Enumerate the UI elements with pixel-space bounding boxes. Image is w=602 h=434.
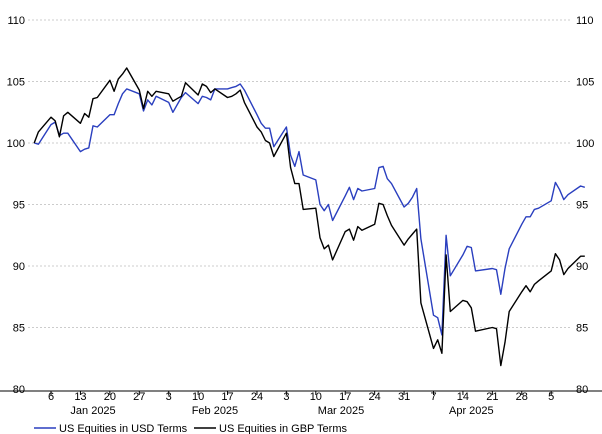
legend-label-gbp: US Equities in GBP Terms bbox=[219, 423, 347, 434]
x-tick-label-11: 24 bbox=[369, 391, 381, 403]
gridlines bbox=[28, 19, 572, 328]
y-tick-right-95: 95 bbox=[576, 200, 588, 212]
month-label-1: Feb 2025 bbox=[192, 405, 238, 417]
y-tick-right-85: 85 bbox=[576, 323, 588, 335]
x-tick-label-8: 3 bbox=[283, 391, 289, 403]
y-tick-right-100: 100 bbox=[576, 138, 594, 150]
x-tick-label-1: 13 bbox=[74, 391, 86, 403]
y-tick-left-85: 85 bbox=[13, 323, 25, 335]
x-tick-label-7: 24 bbox=[251, 391, 263, 403]
month-label-2: Mar 2025 bbox=[318, 405, 364, 417]
legend-label-usd: US Equities in USD Terms bbox=[59, 423, 188, 434]
x-axis: 6 13 20 27 3 10 17 24 3 10 17 24 31 7 14 21 28 5 Jan 2025 F… bbox=[0, 390, 602, 417]
y-tick-left-90: 90 bbox=[13, 261, 25, 273]
series-line-1 bbox=[33, 67, 585, 367]
x-tick-label-12: 31 bbox=[398, 391, 410, 403]
left-y-axis: 80 85 90 95 100 105 110 bbox=[7, 15, 25, 396]
x-tick-label-10: 17 bbox=[339, 391, 351, 403]
series-lines bbox=[33, 67, 586, 367]
x-tick-label-2: 20 bbox=[104, 391, 116, 403]
month-label-0: Jan 2025 bbox=[70, 405, 115, 417]
x-tick-label-5: 10 bbox=[192, 391, 204, 403]
month-label-3: Apr 2025 bbox=[449, 405, 494, 417]
y-tick-right-80: 80 bbox=[576, 384, 588, 396]
x-tick-label-16: 28 bbox=[516, 391, 528, 403]
y-tick-right-110: 110 bbox=[576, 15, 594, 27]
x-tick-label-6: 17 bbox=[221, 391, 233, 403]
y-tick-left-110: 110 bbox=[7, 15, 25, 27]
x-tick-label-14: 14 bbox=[457, 391, 469, 403]
series-line-0 bbox=[34, 83, 586, 336]
x-tick-label-13: 7 bbox=[430, 391, 436, 403]
legend: US Equities in USD Terms US Equities in … bbox=[34, 423, 347, 434]
y-tick-right-105: 105 bbox=[576, 77, 594, 89]
y-tick-left-100: 100 bbox=[7, 138, 25, 150]
x-tick-label-0: 6 bbox=[48, 391, 54, 403]
x-tick-label-17: 5 bbox=[548, 391, 554, 403]
y-tick-left-95: 95 bbox=[13, 200, 25, 212]
y-tick-right-90: 90 bbox=[576, 261, 588, 273]
right-y-axis: 80 85 90 95 100 105 110 bbox=[576, 15, 594, 396]
x-tick-label-9: 10 bbox=[310, 391, 322, 403]
y-tick-left-80: 80 bbox=[13, 384, 25, 396]
y-tick-left-105: 105 bbox=[7, 77, 25, 89]
x-tick-label-3: 27 bbox=[133, 391, 145, 403]
x-tick-label-15: 21 bbox=[486, 391, 498, 403]
x-tick-label-4: 3 bbox=[166, 391, 172, 403]
